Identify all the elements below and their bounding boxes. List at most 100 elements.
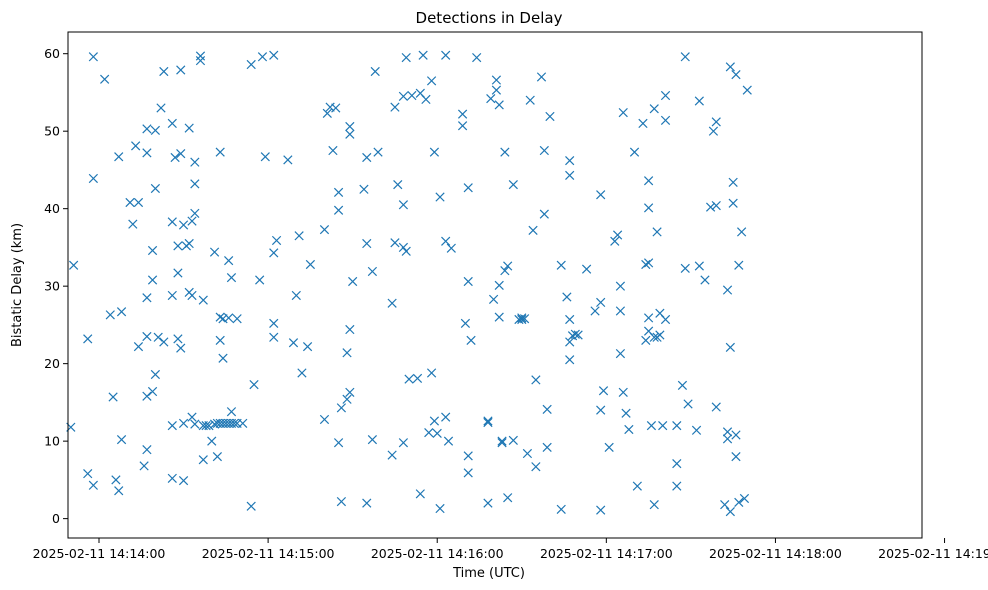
point-188 [497, 438, 507, 448]
point-30 [150, 369, 160, 380]
point-250 [649, 500, 659, 510]
point-238 [629, 147, 640, 157]
point-38 [167, 421, 177, 431]
point-290 [734, 497, 744, 507]
point-227 [598, 386, 609, 396]
point-245 [643, 258, 654, 268]
point-18 [133, 197, 144, 208]
point-228 [604, 442, 614, 452]
point-214 [565, 170, 575, 180]
point-100 [269, 318, 279, 328]
point-28 [147, 275, 158, 285]
point-213 [565, 156, 575, 166]
point-286 [731, 452, 741, 462]
point-268 [694, 261, 704, 271]
point-230 [612, 230, 623, 240]
point-255 [655, 330, 665, 340]
point-10 [111, 475, 121, 485]
point-27 [147, 386, 158, 397]
point-33 [153, 332, 163, 342]
point-3 [83, 334, 93, 344]
point-265 [680, 52, 690, 62]
point-63 [195, 56, 206, 66]
point-102 [269, 50, 279, 60]
point-78 [215, 147, 225, 157]
y-tick-label-3: 30 [44, 279, 60, 294]
point-66 [198, 455, 208, 465]
point-139 [390, 238, 400, 248]
plot-frame [67, 31, 923, 539]
point-222 [590, 306, 600, 316]
point-122 [342, 394, 352, 404]
point-206 [539, 209, 549, 219]
point-251 [649, 332, 659, 342]
point-58 [187, 412, 197, 422]
point-205 [539, 145, 549, 156]
point-274 [711, 200, 721, 211]
point-113 [322, 108, 332, 118]
point-234 [618, 387, 628, 397]
y-tick-label-6: 60 [44, 46, 60, 61]
point-141 [393, 180, 403, 190]
point-56 [187, 290, 197, 301]
point-95 [249, 379, 259, 390]
point-55 [184, 238, 194, 249]
point-142 [398, 438, 409, 448]
point-43 [173, 334, 183, 344]
point-180 [486, 94, 496, 104]
point-103 [271, 235, 282, 246]
point-207 [542, 404, 552, 414]
point-8 [105, 310, 115, 320]
point-158 [429, 147, 440, 157]
point-7 [100, 74, 110, 84]
point-54 [184, 123, 194, 133]
point-121 [336, 403, 347, 413]
point-112 [319, 224, 330, 235]
point-288 [734, 260, 744, 270]
point-126 [345, 129, 355, 139]
point-226 [596, 190, 606, 200]
point-29 [147, 245, 158, 256]
point-111 [319, 414, 330, 425]
point-244 [643, 203, 654, 213]
point-181 [488, 294, 499, 304]
point-127 [345, 387, 355, 397]
point-212 [562, 292, 572, 302]
point-224 [596, 405, 606, 415]
point-189 [500, 266, 510, 276]
point-129 [359, 184, 369, 194]
point-193 [508, 180, 518, 190]
point-253 [652, 227, 662, 237]
point-258 [660, 115, 671, 125]
point-292 [742, 85, 752, 95]
y-tick-label-4: 40 [44, 201, 60, 216]
point-194 [508, 435, 518, 445]
point-25 [142, 148, 152, 158]
point-21 [142, 445, 152, 455]
point-49 [178, 476, 189, 486]
point-171 [463, 451, 473, 461]
point-203 [531, 375, 541, 385]
point-31 [150, 183, 160, 194]
point-275 [711, 402, 721, 412]
point-143 [398, 242, 409, 253]
point-167 [446, 243, 456, 253]
point-160 [432, 428, 442, 439]
point-62 [190, 157, 200, 167]
point-17 [131, 141, 141, 151]
point-240 [638, 118, 648, 129]
point-260 [672, 481, 682, 491]
point-264 [680, 263, 690, 273]
point-20 [139, 461, 149, 471]
point-179 [483, 498, 493, 508]
point-241 [641, 259, 651, 270]
point-236 [621, 408, 631, 418]
x-tick-label-2: 2025-02-11 14:16:00 [371, 546, 504, 561]
y-tick-label-0: 0 [52, 511, 60, 526]
point-45 [173, 241, 183, 251]
point-22 [142, 391, 152, 401]
point-170 [460, 318, 471, 328]
point-174 [463, 183, 473, 193]
point-46 [176, 149, 186, 159]
point-89 [229, 418, 239, 428]
